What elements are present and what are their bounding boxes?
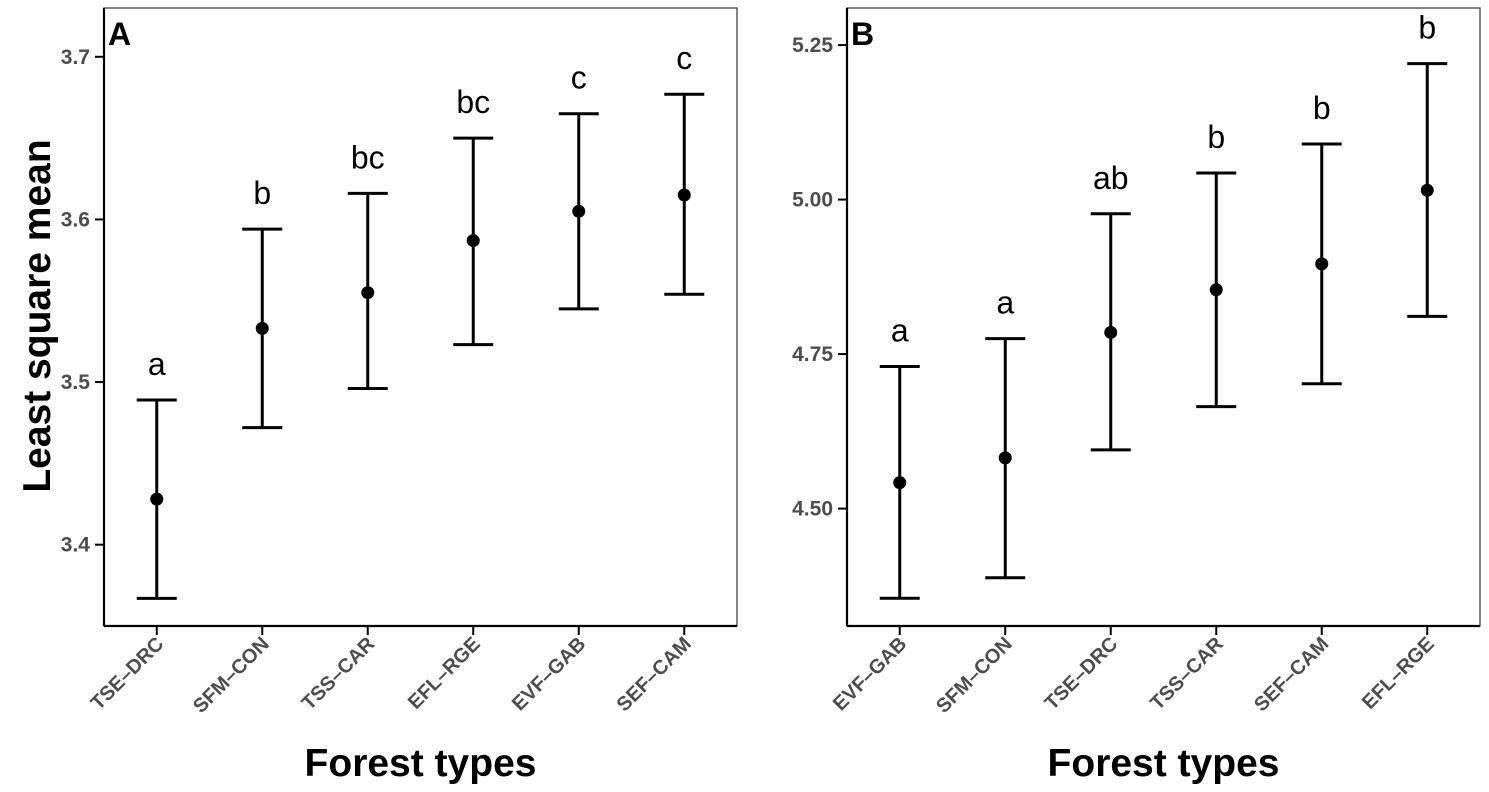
significance-letter: bc [351,139,385,175]
mean-point [572,204,586,218]
x-tick-label: TSS–CAR [1146,633,1228,715]
significance-letter: c [676,40,692,76]
mean-point [1209,283,1223,297]
panel-label: A [108,16,131,52]
significance-letter: b [1313,90,1331,126]
mean-point [1104,325,1118,339]
x-tick-label: TSE–DRC [1041,633,1123,715]
y-tick-label: 5.00 [792,189,833,212]
panel-border [846,7,1481,627]
x-tick-label: TSE–DRC [87,633,169,715]
mean-point [998,451,1012,465]
mean-point [361,286,375,300]
significance-letter: b [253,175,271,211]
mean-point [150,492,164,506]
x-axis-title: Forest types [305,742,537,785]
x-tick-label: SFM–CON [932,633,1017,718]
significance-letter: ab [1093,160,1129,196]
x-tick-label: SEF–CAM [1250,633,1333,716]
significance-letter: a [996,285,1014,321]
y-tick-label: 3.6 [61,208,90,231]
x-tick-label: EFL–RGE [404,633,485,714]
significance-letter: b [1418,10,1436,46]
significance-letter: c [571,60,587,96]
x-tick-label: EVF–GAB [508,633,590,715]
mean-point [1315,257,1329,271]
panel-a: A 3.4 3.5 3.6 3.7 TSE–DRC a SFM–CON b TSS–CAR bc EF… [61,7,738,785]
y-tick-label: 4.75 [792,343,833,366]
significance-letter: a [891,312,909,348]
y-tick-label: 3.5 [61,371,91,394]
panel-b: B 4.50 4.75 5.00 5.25 EVF–GAB a SFM–CON a TSE–DRC… [792,7,1481,785]
mean-point [255,321,269,335]
mean-point [1420,183,1434,197]
y-tick-label: 4.50 [792,498,833,521]
x-tick-label: EVF–GAB [829,633,911,715]
mean-point [893,476,907,490]
y-tick-label: 3.4 [61,534,91,557]
x-axis-title: Forest types [1048,742,1280,785]
panel-label: B [851,16,874,52]
y-axis-title: Least square mean [16,139,59,492]
y-tick-label: 3.7 [61,46,90,69]
panel-border [103,7,738,627]
x-tick-label: EFL–RGE [1358,633,1439,714]
x-tick-label: SEF–CAM [613,633,696,716]
significance-letter: a [148,346,166,382]
x-tick-label: TSS–CAR [298,633,380,715]
mean-point [677,188,691,202]
mean-point [466,234,480,248]
significance-letter: bc [456,84,490,120]
significance-letter: b [1207,119,1225,155]
x-tick-label: SFM–CON [189,633,274,718]
y-tick-label: 5.25 [792,34,833,57]
